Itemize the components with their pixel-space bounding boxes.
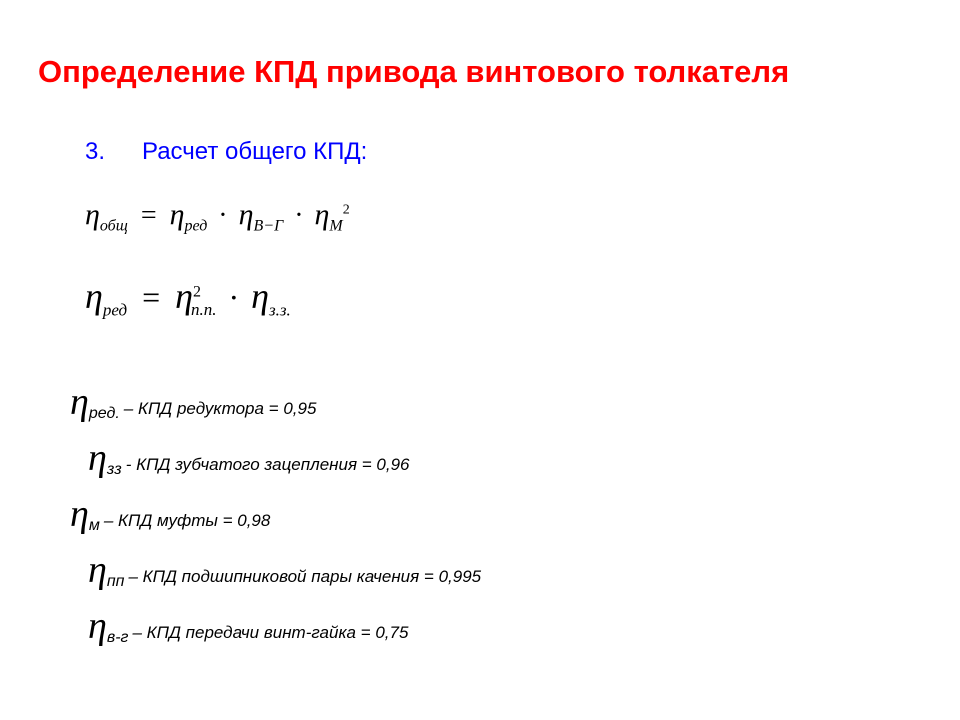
def-text-0: – КПД редуктора = 0,95 <box>124 399 317 419</box>
formula1-rhs2-sub: В−Г <box>254 218 284 235</box>
def-text-4: – КПД передачи винт-гайка = 0,75 <box>132 623 408 643</box>
eta-symbol: η <box>88 604 107 648</box>
formula1-rhs3-sub: М <box>329 218 342 235</box>
def-sub-2: м <box>89 517 100 535</box>
formula-reducer-efficiency: ηред = η2п.п. · ηз.з. <box>85 275 291 320</box>
formula1-rhs1-sub: ред <box>185 218 208 235</box>
def-sub-3: пп <box>107 573 125 591</box>
eta-symbol: η <box>88 548 107 592</box>
formula1-lhs-sub: общ <box>100 218 128 235</box>
def-row-red: ηред. – КПД редуктора = 0,95 <box>70 380 481 424</box>
formula-overall-efficiency: ηобщ = ηред · ηВ−Г · ηМ2 <box>85 198 350 236</box>
formula1-rhs3-sup: 2 <box>343 203 350 218</box>
def-row-pp: ηпп – КПД подшипниковой пары качения = 0… <box>88 548 481 592</box>
formula2-rhs2-sub: з.з. <box>269 300 291 319</box>
def-text-1: - КПД зубчатого зацепления = 0,96 <box>126 455 410 475</box>
eta-symbol: η <box>88 436 107 480</box>
section-title: Расчет общего КПД: <box>142 138 367 166</box>
def-text-3: – КПД подшипниковой пары качения = 0,995 <box>128 567 481 587</box>
definitions-list: ηред. – КПД редуктора = 0,95 ηзз - КПД з… <box>70 380 481 660</box>
eta-symbol: η <box>70 380 89 424</box>
formula2-lhs-sub: ред <box>103 300 127 319</box>
def-row-zz: ηзз - КПД зубчатого зацепления = 0,96 <box>88 436 481 480</box>
def-row-vg: ηв-г – КПД передачи винт-гайка = 0,75 <box>88 604 481 648</box>
def-row-m: ηм – КПД муфты = 0,98 <box>70 492 481 536</box>
def-text-2: – КПД муфты = 0,98 <box>104 511 271 531</box>
section-number: 3. <box>85 138 105 166</box>
eta-symbol: η <box>70 492 89 536</box>
def-sub-4: в-г <box>107 629 129 647</box>
formula2-rhs1-sub: п.п. <box>191 300 217 319</box>
def-sub-1: зз <box>107 461 122 479</box>
slide-title: Определение КПД привода винтового толкат… <box>38 54 789 90</box>
formula2-rhs1-sup: 2 <box>193 283 201 300</box>
def-sub-0: ред. <box>89 405 120 423</box>
